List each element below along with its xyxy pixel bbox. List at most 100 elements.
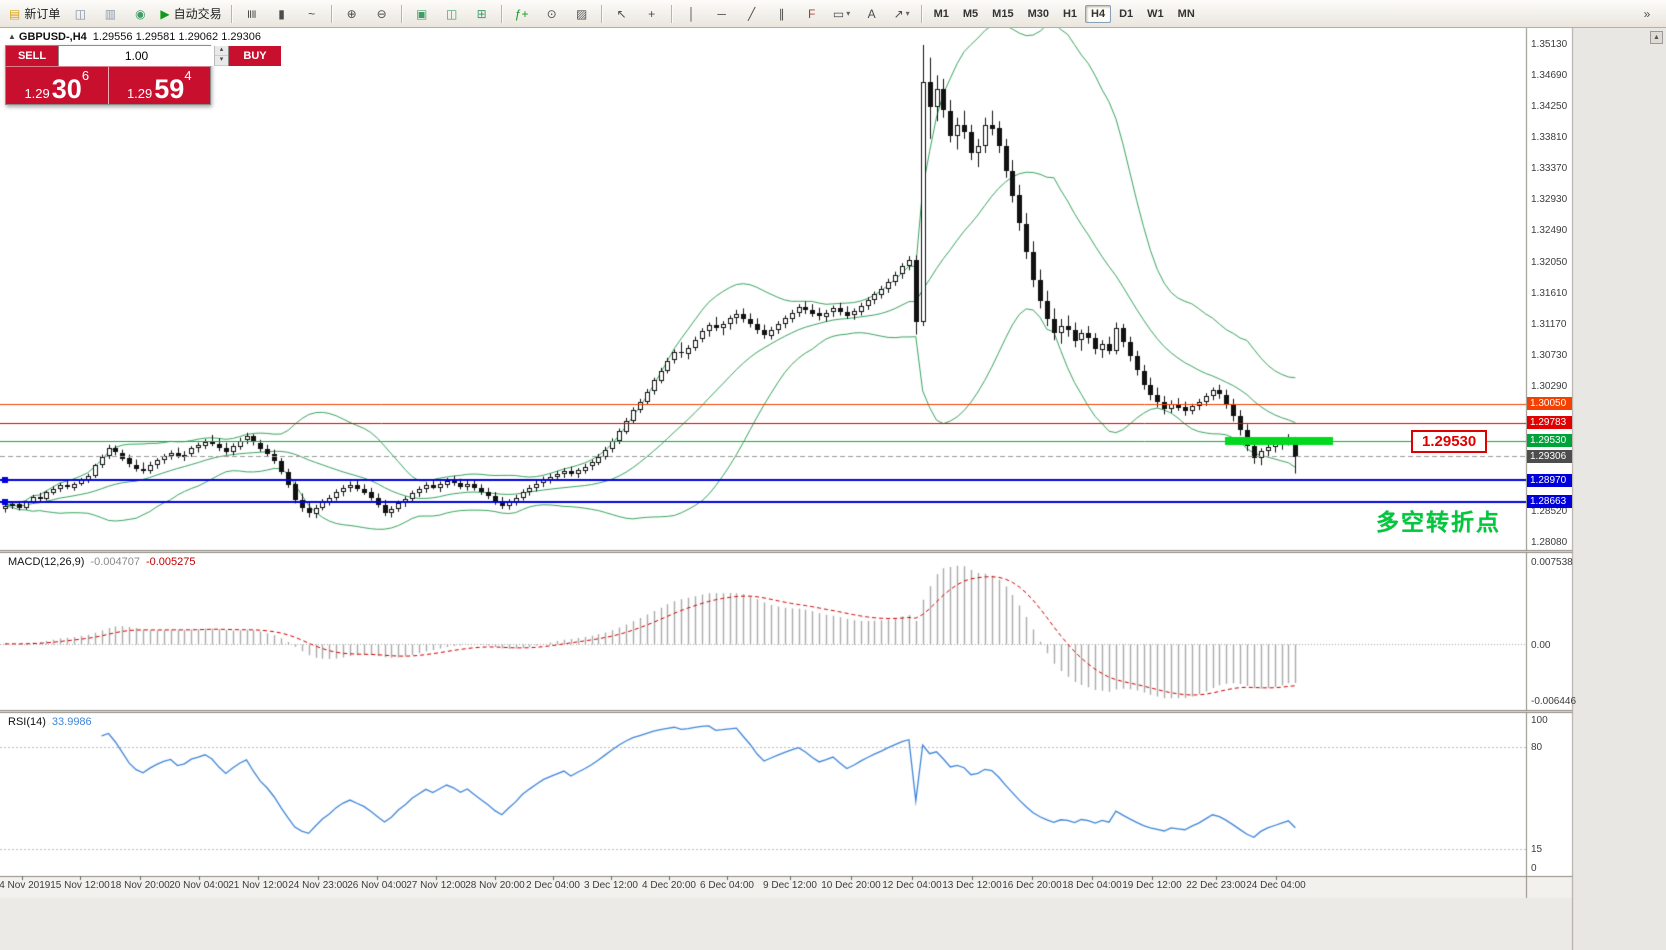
zoom-in-button[interactable]: ⊕: [338, 2, 366, 25]
timeframe-m1-button[interactable]: M1: [933, 7, 949, 20]
timeframe-h4-button[interactable]: H4: [1085, 4, 1112, 23]
toolbar-overflow-button[interactable]: »: [1633, 2, 1661, 25]
buy-price-display[interactable]: 1.29 59 4: [109, 67, 211, 104]
scroll-up-button[interactable]: ▲: [1650, 31, 1663, 44]
profiles-button[interactable]: ▥: [96, 2, 124, 25]
timeframe-m15-button[interactable]: M15: [992, 7, 1014, 20]
vertical-line-tool-icon: │: [687, 6, 696, 21]
volume-input[interactable]: [59, 46, 214, 66]
bars-mode-button[interactable]: ≣: [238, 2, 266, 25]
crosshair-tool-button[interactable]: +: [638, 2, 666, 25]
cursor-tool-icon: ↖: [616, 6, 627, 21]
periods-icon: ⊙: [546, 6, 557, 21]
channel-tool-button[interactable]: ∥: [768, 2, 796, 25]
price-level-flag[interactable]: 1.29530: [1411, 430, 1488, 453]
buy-button[interactable]: BUY: [229, 46, 281, 66]
trendline-tool-icon: ╱: [747, 6, 756, 21]
channel-tool-icon: ∥: [778, 6, 785, 21]
price-tag[interactable]: 1.29530: [1527, 434, 1572, 447]
shapes-tool-button[interactable]: ▭ ▾: [828, 2, 856, 25]
fibonacci-tool-icon: F: [807, 6, 816, 21]
arrange-windows-icon: ⊞: [476, 6, 487, 21]
crosshair-tool-icon: +: [648, 6, 656, 21]
sell-price-display[interactable]: 1.29 30 6: [6, 67, 109, 104]
bars-mode-icon: ≣: [244, 8, 259, 19]
zoom-out-icon: ⊖: [376, 6, 387, 21]
trendline-tool-button[interactable]: ╱: [738, 2, 766, 25]
price-tag[interactable]: 1.29306: [1527, 449, 1572, 463]
shapes-tool-caret-icon: ▾: [846, 9, 851, 18]
chart-window-button[interactable]: ◫: [66, 2, 94, 25]
toolbar-separator: [600, 4, 603, 23]
sell-button[interactable]: SELL: [6, 46, 58, 66]
candles-mode-button[interactable]: ▮: [268, 2, 296, 25]
line-mode-button[interactable]: ~: [298, 2, 326, 25]
arrange-windows-button[interactable]: ⊞: [468, 2, 496, 25]
timeframe-h1-button[interactable]: H1: [1062, 7, 1078, 20]
arrow-tool-icon: ↗: [893, 6, 904, 21]
toolbar-separator: [330, 4, 333, 23]
text-tool-button[interactable]: A: [858, 2, 886, 25]
buy-price-prefix: 1.29: [126, 86, 153, 101]
volume-down-button[interactable]: ▾: [215, 56, 228, 66]
price-tag[interactable]: 1.28663: [1527, 495, 1572, 509]
buy-price-main: 59: [154, 74, 185, 104]
cascade-windows-button[interactable]: ◫: [438, 2, 466, 25]
vertical-line-tool-button[interactable]: │: [678, 2, 706, 25]
new-order-label: 新订单: [24, 7, 61, 21]
timeframe-mn-button[interactable]: MN: [1177, 7, 1195, 20]
turning-point-note[interactable]: 多空转折点: [1376, 509, 1501, 535]
sell-price-pip: 6: [81, 68, 90, 83]
text-tool-icon: A: [867, 6, 876, 21]
tile-windows-icon: ▣: [415, 6, 428, 21]
toolbar-separator: [230, 4, 233, 23]
zoom-in-icon: ⊕: [346, 6, 357, 21]
timeframe-m30-button[interactable]: M30: [1027, 7, 1049, 20]
shapes-tool-icon: ▭: [832, 6, 845, 21]
arrow-tool-button[interactable]: ↗ ▾: [888, 2, 916, 25]
candles-mode-icon: ▮: [278, 6, 285, 21]
auto-trading-label: 自动交易: [173, 7, 222, 21]
timeframe-w1-button[interactable]: W1: [1147, 7, 1164, 20]
zoom-out-button[interactable]: ⊖: [368, 2, 396, 25]
auto-trading-icon: ▶: [160, 6, 170, 21]
price-tag[interactable]: 1.28970: [1527, 473, 1572, 487]
horizontal-line-tool-button[interactable]: ─: [708, 2, 736, 25]
one-click-trading-panel: SELL ▴ ▾ BUY 1.29 30 6 1.29 59 4: [5, 45, 281, 105]
market-watch-button[interactable]: ◉: [126, 2, 154, 25]
toolbar-separator: [400, 4, 403, 23]
sell-price-prefix: 1.29: [24, 86, 50, 101]
fibonacci-tool-button[interactable]: F: [798, 2, 826, 25]
timeframe-d1-button[interactable]: D1: [1119, 7, 1134, 20]
line-mode-icon: ~: [308, 6, 316, 21]
toolbar: ▤ 新订单 ◫ ▥ ◉ ▶ 自动交易 ≣ ▮ ~ ⊕ ⊖ ▣ ◫ ⊞ ƒ+ ⊙ ▨ ↖ + │ ─ ╱ ∥ F ▭ ▾ A ↗ ▾ M1 M5…: [0, 0, 1666, 28]
arrow-tool-caret-icon: ▾: [905, 9, 910, 18]
indicators-icon: ƒ+: [514, 6, 529, 21]
new-order-button[interactable]: ▤ 新订单: [5, 2, 64, 25]
tile-windows-button[interactable]: ▣: [408, 2, 436, 25]
price-tag[interactable]: 1.30050: [1527, 397, 1572, 411]
cursor-tool-button[interactable]: ↖: [608, 2, 636, 25]
toolbar-overflow-icon: »: [1643, 6, 1651, 21]
templates-icon: ▨: [575, 6, 588, 21]
toolbar-separator: [670, 4, 673, 23]
volume-box: ▴ ▾: [58, 46, 229, 66]
auto-trading-button[interactable]: ▶ 自动交易: [156, 2, 225, 25]
buy-price-pip: 4: [184, 68, 192, 83]
new-order-icon: ▤: [9, 6, 21, 21]
sell-price-main: 30: [51, 74, 82, 104]
profiles-icon: ▥: [104, 6, 117, 21]
price-tag[interactable]: 1.29783: [1527, 416, 1572, 430]
timeframe-m5-button[interactable]: M5: [962, 7, 979, 20]
volume-up-button[interactable]: ▴: [215, 46, 228, 56]
toolbar-separator: [500, 4, 503, 23]
toolbar-separator: [920, 4, 923, 23]
market-watch-icon: ◉: [135, 6, 146, 21]
chart-window-icon: ◫: [74, 6, 87, 21]
horizontal-line-tool-icon: ─: [717, 6, 726, 21]
periods-button[interactable]: ⊙: [538, 2, 566, 25]
templates-button[interactable]: ▨: [568, 2, 596, 25]
cascade-windows-icon: ◫: [445, 6, 458, 21]
indicators-button[interactable]: ƒ+: [508, 2, 536, 25]
